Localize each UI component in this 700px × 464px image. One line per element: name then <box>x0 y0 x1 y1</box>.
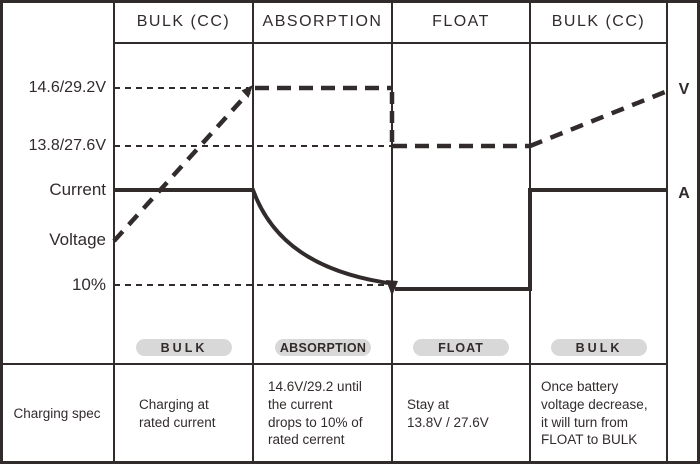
header-cell-float: FLOAT <box>432 12 490 30</box>
header-divider-line <box>114 42 667 44</box>
spec-cell-bulk-1: Charging at rated current <box>139 396 216 430</box>
spec-row-label: Charging spec <box>13 405 101 421</box>
header-cell-absorption: ABSORPTION <box>262 12 383 30</box>
label-float-voltage: 13.8/27.6V <box>28 137 106 154</box>
grid-vline-absorption-float <box>391 0 393 464</box>
grid-vline-right-axis <box>666 0 668 464</box>
label-amps-axis: A <box>678 185 690 202</box>
label-voltage: Voltage <box>49 230 106 249</box>
voltage-curve-bulk-rise <box>112 90 251 243</box>
label-ten-percent: 10% <box>71 275 106 294</box>
spec-cell-absorption: 14.6V/29.2 until the current drops to 10… <box>268 379 363 448</box>
header-cell-bulk-2: BULK (CC) <box>551 12 646 30</box>
current-curve-bulk-and-decay <box>114 188 389 285</box>
spec-row-divider-line <box>0 363 667 365</box>
badge-bulk-1: BULK <box>136 339 232 356</box>
spec-cell-bulk-2: Once battery voltage decrease, it will t… <box>541 379 648 448</box>
label-absorption-voltage: 14.6/29.2V <box>28 79 106 96</box>
badge-bulk-2: BULK <box>551 339 647 356</box>
badge-float: FLOAT <box>413 339 509 356</box>
header-cell-bulk-1: BULK (CC) <box>136 12 231 30</box>
badge-absorption: ABSORPTION <box>275 339 371 356</box>
label-current: Current <box>49 180 106 199</box>
label-volts-axis: V <box>678 81 690 98</box>
spec-cell-float: Stay at 13.8V / 27.6V <box>407 396 489 430</box>
voltage-curve-rebulk-rise <box>529 89 666 149</box>
